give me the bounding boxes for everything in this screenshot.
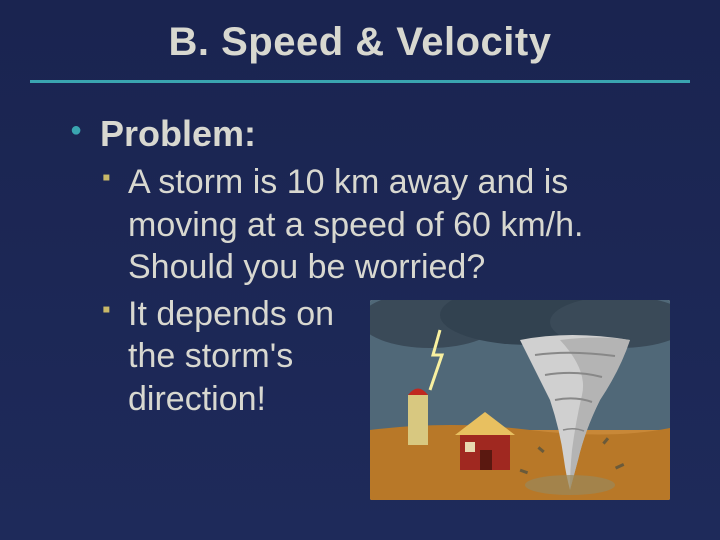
bullet-question: A storm is 10 km away and is moving at a… — [128, 161, 660, 289]
slide-title: B. Speed & Velocity — [0, 20, 720, 65]
bullet-problem: Problem: — [100, 113, 660, 155]
title-area: B. Speed & Velocity — [0, 0, 720, 75]
slide: B. Speed & Velocity Problem: A storm is … — [0, 0, 720, 540]
bullet-answer: It depends on the storm's direction! — [128, 293, 338, 421]
tornado-illustration — [370, 300, 670, 500]
